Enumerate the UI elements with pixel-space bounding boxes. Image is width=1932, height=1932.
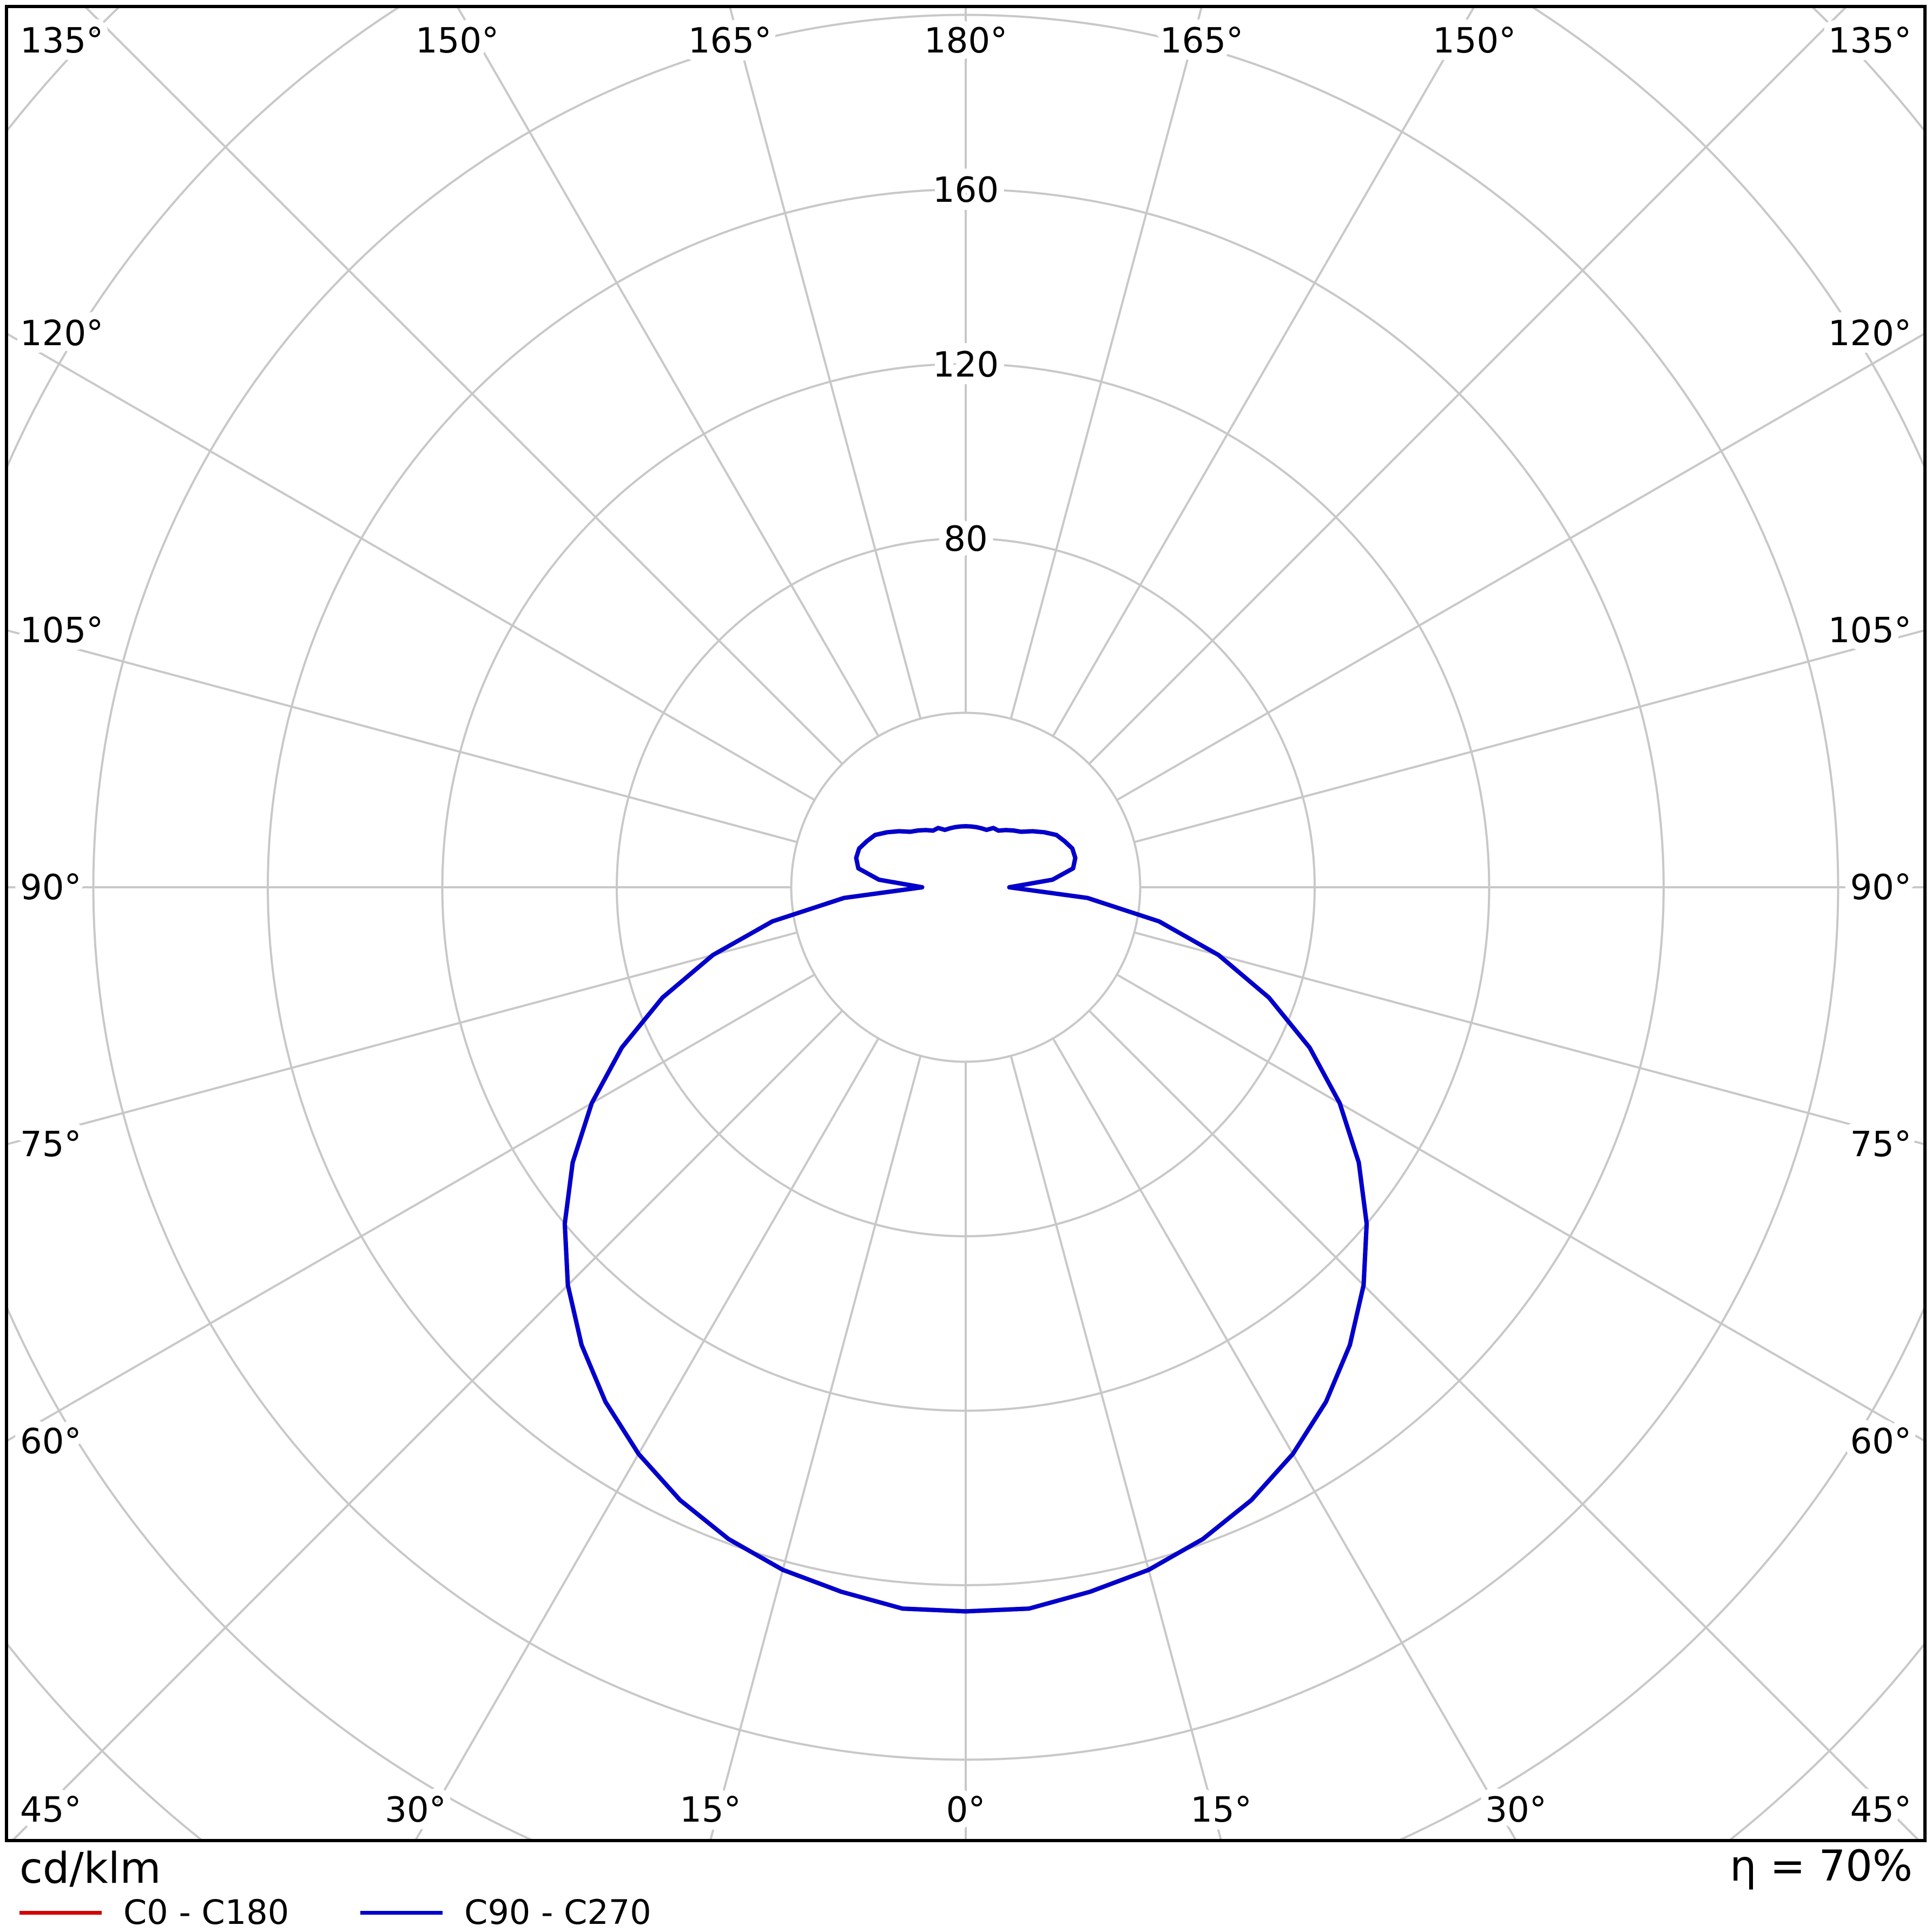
angle-label: 75° bbox=[20, 1125, 81, 1165]
angle-label: 105° bbox=[20, 611, 103, 651]
grid-spoke bbox=[8, 973, 815, 1442]
angle-label: 0° bbox=[946, 1790, 986, 1830]
grid-spoke bbox=[1010, 1055, 1222, 1839]
angle-label: 105° bbox=[1828, 611, 1911, 651]
grid-circle bbox=[790, 711, 1142, 1063]
legend-label-c0-c180: C0 - C180 bbox=[123, 1893, 289, 1932]
grid-spoke bbox=[1116, 973, 1923, 1442]
grid-spoke bbox=[709, 1055, 922, 1839]
grid-spoke bbox=[729, 8, 922, 720]
angle-label: 45° bbox=[20, 1790, 81, 1830]
angle-label: 120° bbox=[1828, 314, 1911, 354]
legend-item-c0-c180: C0 - C180 bbox=[19, 1896, 289, 1929]
angle-label: 165° bbox=[1160, 21, 1243, 61]
angle-label: 75° bbox=[1850, 1125, 1911, 1165]
angle-label: 135° bbox=[1828, 21, 1911, 61]
radial-tick-label: 160 bbox=[933, 170, 999, 210]
angle-label: 165° bbox=[688, 21, 772, 61]
angle-label: 45° bbox=[1850, 1790, 1911, 1830]
curve-c90-c270 bbox=[562, 824, 1369, 1614]
grid-spoke bbox=[1116, 333, 1923, 801]
angle-label: 60° bbox=[1850, 1422, 1911, 1462]
grid-spoke bbox=[8, 931, 798, 1145]
angle-label: 120° bbox=[20, 314, 103, 354]
grid-spoke bbox=[457, 8, 880, 737]
grid-spoke bbox=[1088, 8, 1847, 765]
grid-spoke bbox=[1133, 931, 1923, 1145]
grid-spoke bbox=[1133, 629, 1923, 843]
radial-unit-label: cd/klm bbox=[19, 1844, 161, 1893]
angle-label: 30° bbox=[385, 1790, 446, 1830]
legend: C0 - C180 C90 - C270 bbox=[19, 1896, 651, 1929]
angle-label: 90° bbox=[1850, 868, 1911, 908]
grid-spoke bbox=[85, 8, 843, 765]
efficiency-label: η = 70% bbox=[1730, 1842, 1913, 1891]
radial-tick-label: 80 bbox=[944, 519, 987, 559]
legend-item-c90-c270: C90 - C270 bbox=[360, 1896, 651, 1929]
grid-spoke bbox=[1052, 1038, 1516, 1839]
angle-label: 90° bbox=[20, 868, 81, 908]
grid-spoke bbox=[1088, 1010, 1919, 1839]
grid-spoke bbox=[8, 333, 815, 801]
legend-line-c90-c270-icon bbox=[360, 1910, 443, 1915]
angle-label: 150° bbox=[1433, 21, 1516, 61]
grid-spoke bbox=[415, 1038, 880, 1839]
radial-tick-label: 120 bbox=[933, 345, 999, 385]
angle-label: 15° bbox=[680, 1790, 741, 1830]
angle-label: 15° bbox=[1190, 1790, 1251, 1830]
grid-spoke bbox=[12, 1010, 843, 1839]
legend-line-c0-c180-icon bbox=[19, 1910, 102, 1915]
legend-label-c90-c270: C90 - C270 bbox=[464, 1893, 651, 1932]
plot-frame bbox=[5, 5, 1927, 1842]
angle-label: 150° bbox=[416, 21, 499, 61]
angle-label: 135° bbox=[20, 21, 103, 61]
grid-spoke bbox=[8, 629, 798, 843]
grid-spoke bbox=[1052, 8, 1475, 737]
angle-label: 180° bbox=[924, 21, 1007, 61]
grid-spoke bbox=[1010, 8, 1203, 720]
angle-label: 60° bbox=[20, 1422, 81, 1462]
angle-label: 30° bbox=[1485, 1790, 1546, 1830]
